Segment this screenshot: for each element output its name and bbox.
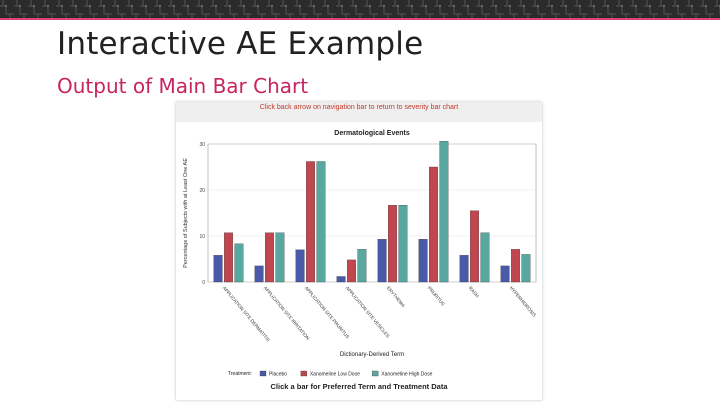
bar[interactable] bbox=[254, 265, 264, 283]
bar[interactable] bbox=[429, 166, 438, 283]
bar[interactable] bbox=[377, 239, 387, 283]
bar[interactable] bbox=[347, 259, 356, 283]
bar[interactable] bbox=[388, 205, 397, 283]
bar[interactable] bbox=[480, 232, 490, 283]
y-tick-label: 30 bbox=[199, 142, 205, 148]
x-axis-label: Dictionary-Derived Term bbox=[340, 352, 404, 358]
x-tick-label: ERYTHEMA bbox=[386, 285, 407, 308]
x-tick-label: RASH bbox=[468, 285, 480, 298]
y-tick-label: 10 bbox=[199, 234, 205, 240]
y-tick-label: 0 bbox=[202, 280, 205, 286]
bar[interactable] bbox=[511, 249, 520, 283]
bar[interactable] bbox=[336, 276, 346, 283]
bar[interactable] bbox=[418, 239, 428, 283]
x-tick-label: APPLICATION SITE PRURITUS bbox=[304, 285, 350, 339]
legend-swatch bbox=[372, 370, 379, 377]
chart-title: Dermatological Events bbox=[334, 130, 410, 137]
top-banner bbox=[0, 0, 720, 20]
bar[interactable] bbox=[357, 249, 367, 283]
bar-chart: Dermatological Events 0 10 20 30 Percentage o… bbox=[183, 130, 537, 378]
bar[interactable] bbox=[398, 205, 408, 283]
slide-title: Interactive AE Example bbox=[57, 26, 424, 62]
bar[interactable] bbox=[306, 161, 315, 283]
slide-subtitle: Output of Main Bar Chart bbox=[57, 74, 309, 98]
legend-label: Xanomeline Low Dose bbox=[310, 372, 360, 378]
chart-figure: Click back arrow on navigation bar to re… bbox=[176, 102, 542, 400]
bar[interactable] bbox=[316, 161, 326, 283]
bar[interactable] bbox=[459, 255, 469, 283]
legend-swatch bbox=[300, 370, 307, 377]
bar[interactable] bbox=[224, 232, 233, 283]
y-axis-label: Percentage of Subjects with at Least One… bbox=[183, 158, 189, 268]
x-tick-label: PRURITUS bbox=[427, 285, 446, 306]
bar[interactable] bbox=[439, 141, 449, 283]
bar[interactable] bbox=[275, 232, 285, 283]
click-bar-hint: Click a bar for Preferred Term and Treat… bbox=[270, 382, 448, 391]
x-tick-label: APPLICATION SITE VESICLES bbox=[345, 285, 391, 338]
bar[interactable] bbox=[500, 265, 510, 283]
bar[interactable] bbox=[265, 232, 274, 283]
legend-label: Xanomeline High Dose bbox=[381, 372, 432, 378]
bar[interactable] bbox=[470, 210, 479, 283]
accent-line bbox=[0, 18, 720, 20]
x-tick-label: APPLICATION SITE DERMATITIS bbox=[222, 285, 271, 342]
legend-title: Treatment: bbox=[228, 371, 252, 377]
banner-pattern bbox=[0, 0, 720, 20]
y-tick-label: 20 bbox=[199, 188, 205, 194]
bar[interactable] bbox=[234, 243, 244, 283]
x-tick-label: APPLICATION SITE IRRITATION bbox=[263, 285, 311, 340]
bar[interactable] bbox=[295, 249, 305, 283]
bar[interactable] bbox=[213, 255, 223, 283]
bar[interactable] bbox=[521, 254, 531, 283]
legend-swatch bbox=[259, 370, 267, 377]
navigation-hint: Click back arrow on navigation bar to re… bbox=[176, 102, 542, 122]
legend-label: Placebo bbox=[269, 372, 287, 378]
x-tick-label: HYPERHIDROSIS bbox=[509, 285, 537, 317]
